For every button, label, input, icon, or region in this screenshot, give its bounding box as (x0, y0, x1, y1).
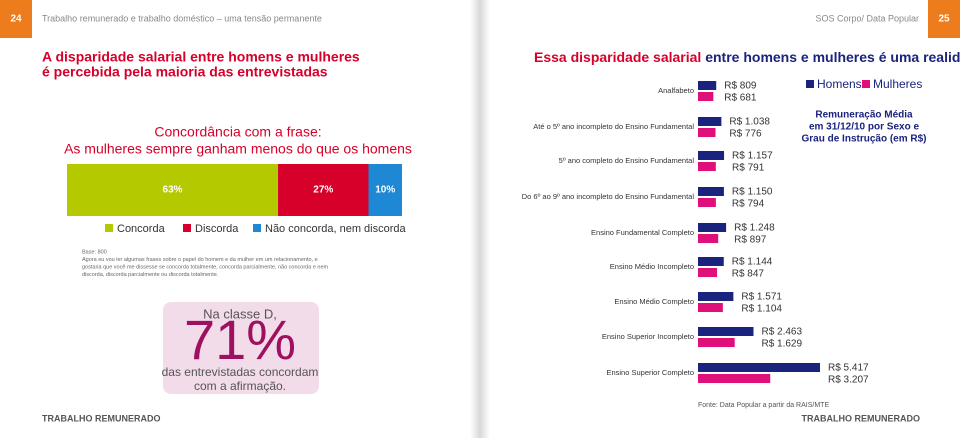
chart-subtitle: Grau de Instrução (em R$) (801, 134, 926, 145)
page-fold (470, 0, 490, 438)
data-label: R$ 776 (729, 129, 762, 140)
legend-swatch (862, 80, 870, 88)
bar (698, 234, 719, 243)
bar (698, 198, 716, 207)
bar (698, 257, 724, 266)
chart-title: As mulheres sempre ganham menos do que o… (64, 141, 412, 157)
bar (698, 117, 722, 126)
data-label: R$ 681 (724, 93, 757, 104)
category-label: Até o 5º ano incompleto do Ensino Fundam… (533, 122, 694, 131)
chart-subtitle: Remuneração Média (815, 110, 913, 121)
legend-swatch (183, 224, 191, 232)
bar-segment (67, 164, 279, 216)
page-tab (0, 0, 32, 38)
data-label: R$ 809 (724, 81, 757, 92)
bar-segment (368, 164, 402, 216)
legend-swatch (806, 80, 814, 88)
running-header: SOS Corpo/ Data Popular (815, 13, 919, 23)
running-header: Trabalho remunerado e trabalho doméstico… (42, 13, 322, 23)
data-label: R$ 1.629 (761, 339, 802, 350)
category-label: Ensino Superior Incompleto (602, 332, 694, 341)
bar-segment (278, 164, 369, 216)
page-number: 24 (10, 14, 22, 25)
bar (698, 338, 735, 347)
bar (698, 128, 716, 137)
note: discorda, discorda parcialmente ou disco… (82, 272, 219, 278)
data-label: R$ 847 (732, 269, 765, 280)
page-title: A disparidade salarial entre homens e mu… (42, 49, 360, 65)
page-title: Essa disparidade salarial entre homens e… (534, 49, 960, 65)
data-label: R$ 791 (732, 163, 765, 174)
category-label: Ensino Médio Completo (614, 297, 694, 306)
data-label: R$ 2.463 (761, 327, 802, 338)
data-label: 27% (313, 185, 333, 196)
chart-title: Concordância com a frase: (154, 124, 321, 140)
title-highlight: Essa disparidade salarial (534, 49, 701, 65)
note: Base: 800 (82, 249, 107, 255)
legend-label: Discorda (195, 223, 239, 235)
legend-swatch (253, 224, 261, 232)
category-label: Ensino Fundamental Completo (591, 228, 694, 237)
category-label: Ensino Superior Completo (606, 368, 694, 377)
legend-label: Concorda (117, 223, 166, 235)
note: gostaria que você me dissesse se concord… (82, 264, 329, 270)
category-label: 5º ano completo do Ensino Fundamental (559, 156, 695, 165)
data-label: R$ 794 (732, 199, 765, 210)
data-label: R$ 897 (734, 235, 767, 246)
bar (698, 187, 724, 196)
callout-text: das entrevistadas concordam (162, 365, 319, 379)
data-label: R$ 1.157 (732, 151, 773, 162)
footer: TRABALHO REMUNERADO (42, 413, 161, 423)
page-tab (928, 0, 960, 38)
bar (698, 303, 723, 312)
bar (698, 292, 734, 301)
legend-label: Homens (817, 77, 862, 91)
page-number: 25 (938, 14, 950, 25)
data-label: R$ 1.144 (732, 257, 773, 268)
note: Agora eu vou ler algumas frases sobre o … (82, 257, 318, 263)
data-label: R$ 1.571 (741, 292, 782, 303)
bar (698, 151, 725, 160)
title-rest: entre homens e mulheres é uma realidade … (705, 49, 960, 65)
chart-subtitle: em 31/12/10 por Sexo e (809, 122, 920, 133)
data-label: R$ 1.104 (741, 304, 782, 315)
legend-label: Não concorda, nem discorda (265, 223, 407, 235)
category-label: Do 6º ao 9º ano incompleto do Ensino Fun… (522, 192, 695, 201)
category-label: Ensino Médio Incompleto (610, 262, 694, 271)
bar (698, 327, 754, 336)
callout-text: com a afirmação. (194, 379, 286, 393)
data-label: R$ 1.038 (729, 117, 770, 128)
page-title: é percebida pela maioria das entrevistad… (42, 64, 328, 80)
callout-box (163, 302, 319, 394)
callout-figure: 71% (184, 308, 296, 371)
bar (698, 223, 727, 232)
data-label: R$ 1.248 (734, 223, 775, 234)
data-label: R$ 1.150 (732, 187, 773, 198)
footer: TRABALHO REMUNERADO (802, 413, 921, 423)
bar (698, 81, 717, 90)
bar (698, 363, 820, 372)
data-label: 63% (163, 185, 183, 196)
data-label: R$ 3.207 (828, 375, 869, 386)
source-note: Fonte: Data Popular a partir da RAIS/MTE (698, 402, 829, 409)
bar (698, 162, 716, 171)
callout-text: Na classe D, (203, 306, 277, 321)
bar (698, 374, 771, 383)
bar (698, 268, 718, 277)
legend-swatch (105, 224, 113, 232)
bar (698, 92, 714, 101)
legend-label: Mulheres (873, 77, 922, 91)
data-label: R$ 5.417 (828, 363, 869, 374)
data-label: 10% (375, 185, 395, 196)
category-label: Analfabeto (658, 86, 694, 95)
